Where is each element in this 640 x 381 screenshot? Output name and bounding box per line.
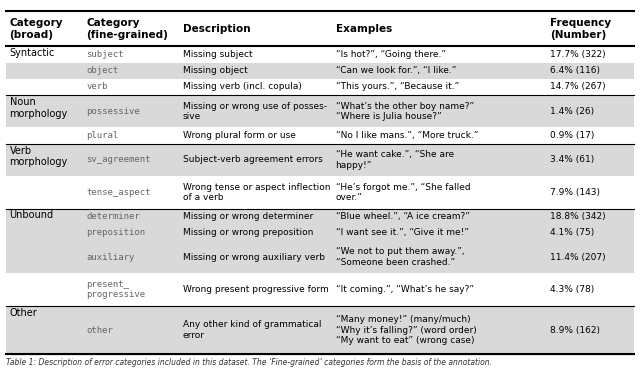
Bar bbox=[6, 79, 634, 95]
Text: “I want see it.”, “Give it me!”: “I want see it.”, “Give it me!” bbox=[335, 228, 468, 237]
Bar bbox=[6, 11, 634, 46]
Bar bbox=[6, 46, 634, 63]
Bar bbox=[6, 95, 634, 128]
Text: Missing or wrong determiner: Missing or wrong determiner bbox=[182, 212, 313, 221]
Text: Subject-verb agreement errors: Subject-verb agreement errors bbox=[182, 155, 323, 164]
Text: 7.9% (143): 7.9% (143) bbox=[550, 188, 600, 197]
Text: sv_agreement: sv_agreement bbox=[86, 155, 151, 164]
Text: Missing subject: Missing subject bbox=[182, 50, 252, 59]
Text: possessive: possessive bbox=[86, 107, 140, 116]
Text: present_
progressive: present_ progressive bbox=[86, 280, 145, 299]
Text: 8.9% (162): 8.9% (162) bbox=[550, 325, 600, 335]
Text: “He’s forgot me.”, “She falled
over.”: “He’s forgot me.”, “She falled over.” bbox=[335, 182, 470, 202]
Text: Missing or wrong auxiliary verb: Missing or wrong auxiliary verb bbox=[182, 253, 324, 262]
Bar bbox=[6, 241, 634, 273]
Text: 11.4% (207): 11.4% (207) bbox=[550, 253, 606, 262]
Text: 3.4% (61): 3.4% (61) bbox=[550, 155, 595, 164]
Text: 4.3% (78): 4.3% (78) bbox=[550, 285, 595, 294]
Text: “Many money!” (many/much)
“Why it’s falling?” (word order)
“My want to eat” (wro: “Many money!” (many/much) “Why it’s fall… bbox=[335, 315, 476, 345]
Text: Wrong plural form or use: Wrong plural form or use bbox=[182, 131, 296, 140]
Text: “What’s the other boy name?”
“Where is Julia house?”: “What’s the other boy name?” “Where is J… bbox=[335, 102, 474, 121]
Text: Category
(broad): Category (broad) bbox=[10, 18, 63, 40]
Text: “It coming.”, “What’s he say?”: “It coming.”, “What’s he say?” bbox=[335, 285, 474, 294]
Bar bbox=[6, 306, 634, 354]
Text: object: object bbox=[86, 66, 118, 75]
Bar bbox=[6, 176, 634, 208]
Text: Other: Other bbox=[10, 307, 37, 318]
Text: verb: verb bbox=[86, 83, 108, 91]
Text: “Can we look for.”, “I like.”: “Can we look for.”, “I like.” bbox=[335, 66, 456, 75]
Text: “We not to put them away.”,
“Someone been crashed.”: “We not to put them away.”, “Someone bee… bbox=[335, 247, 464, 267]
Text: other: other bbox=[86, 325, 113, 335]
Text: 4.1% (75): 4.1% (75) bbox=[550, 228, 595, 237]
Text: “No I like mans.”, “More truck.”: “No I like mans.”, “More truck.” bbox=[335, 131, 478, 140]
Text: Description: Description bbox=[182, 24, 250, 34]
Text: Missing or wrong use of posses-
sive: Missing or wrong use of posses- sive bbox=[182, 102, 326, 121]
Text: 18.8% (342): 18.8% (342) bbox=[550, 212, 606, 221]
Text: 17.7% (322): 17.7% (322) bbox=[550, 50, 606, 59]
Text: “Blue wheel.”, “A ice cream?”: “Blue wheel.”, “A ice cream?” bbox=[335, 212, 469, 221]
Text: determiner: determiner bbox=[86, 212, 140, 221]
Text: Verb
morphology: Verb morphology bbox=[10, 146, 68, 167]
Text: Wrong tense or aspect inflection
of a verb: Wrong tense or aspect inflection of a ve… bbox=[182, 182, 330, 202]
Text: tense_aspect: tense_aspect bbox=[86, 188, 151, 197]
Bar bbox=[6, 128, 634, 144]
Text: Missing or wrong preposition: Missing or wrong preposition bbox=[182, 228, 313, 237]
Bar bbox=[6, 144, 634, 176]
Text: 1.4% (26): 1.4% (26) bbox=[550, 107, 595, 116]
Text: preposition: preposition bbox=[86, 228, 145, 237]
Text: plural: plural bbox=[86, 131, 118, 140]
Text: Category
(fine-grained): Category (fine-grained) bbox=[86, 18, 168, 40]
Text: “This yours.”, “Because it.”: “This yours.”, “Because it.” bbox=[335, 83, 459, 91]
Text: Missing verb (incl. copula): Missing verb (incl. copula) bbox=[182, 83, 301, 91]
Text: “He want cake.”, “She are
happy!”: “He want cake.”, “She are happy!” bbox=[335, 150, 454, 170]
Bar bbox=[6, 273, 634, 306]
Text: Unbound: Unbound bbox=[10, 210, 54, 221]
Bar bbox=[6, 225, 634, 241]
Text: 6.4% (116): 6.4% (116) bbox=[550, 66, 600, 75]
Text: “Is hot?”, “Going there.”: “Is hot?”, “Going there.” bbox=[335, 50, 445, 59]
Text: Wrong present progressive form: Wrong present progressive form bbox=[182, 285, 328, 294]
Text: Syntactic: Syntactic bbox=[10, 48, 55, 58]
Bar bbox=[6, 63, 634, 79]
Text: Any other kind of grammatical
error: Any other kind of grammatical error bbox=[182, 320, 321, 340]
Text: Examples: Examples bbox=[335, 24, 392, 34]
Text: Table 1: Description of error categories included in this dataset. The ‘Fine-gra: Table 1: Description of error categories… bbox=[6, 358, 492, 367]
Text: Noun
morphology: Noun morphology bbox=[10, 97, 68, 118]
Text: Frequency
(Number): Frequency (Number) bbox=[550, 18, 611, 40]
Text: subject: subject bbox=[86, 50, 124, 59]
Text: auxiliary: auxiliary bbox=[86, 253, 135, 262]
Text: Missing object: Missing object bbox=[182, 66, 248, 75]
Text: 0.9% (17): 0.9% (17) bbox=[550, 131, 595, 140]
Text: 14.7% (267): 14.7% (267) bbox=[550, 83, 606, 91]
Bar bbox=[6, 208, 634, 225]
